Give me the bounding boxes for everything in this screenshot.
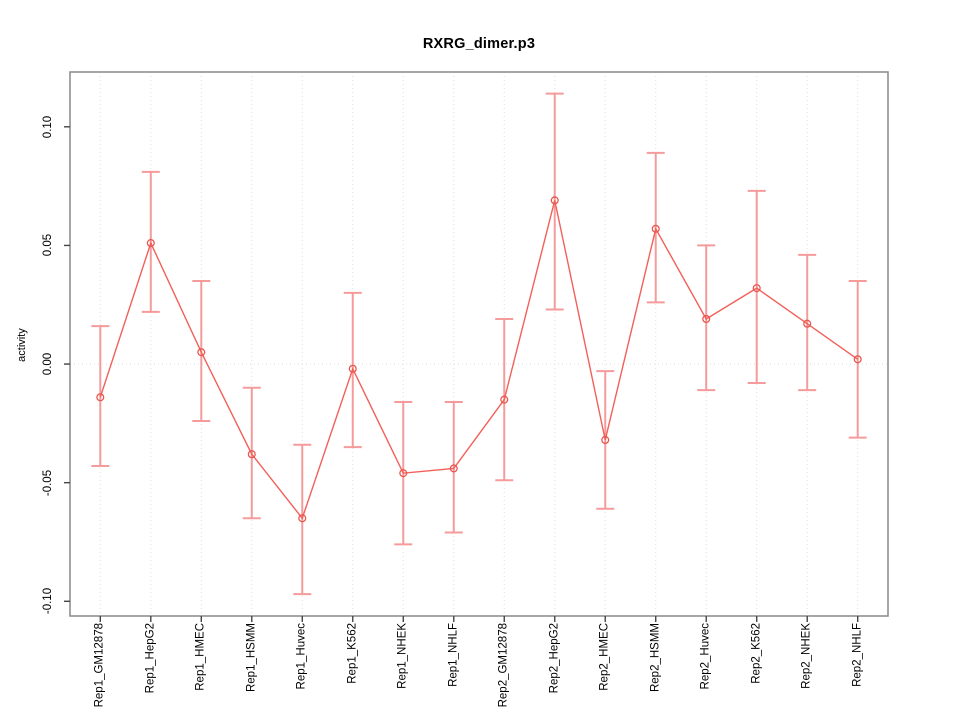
- x-tick-label: Rep1_HMEC: [194, 623, 207, 691]
- chart-title: RXRG_dimer.p3: [422, 36, 536, 52]
- data-point: [247, 450, 256, 459]
- x-tick-label: Rep2_K562: [750, 623, 763, 684]
- x-tick-label: Rep1_NHLF: [447, 623, 460, 687]
- data-point: [348, 364, 357, 373]
- x-tick-label: Rep1_GM12878: [93, 623, 106, 708]
- x-tick-label: Rep2_HMEC: [598, 623, 611, 691]
- x-tick-label: Rep1_NHEK: [396, 623, 409, 689]
- data-point: [601, 435, 610, 445]
- x-tick-label: Rep1_HepG2: [144, 623, 157, 694]
- data-point: [298, 514, 307, 523]
- data-point: [197, 348, 206, 357]
- y-tick-label: -0.05: [42, 469, 54, 496]
- data-point: [146, 239, 155, 248]
- y-tick-label: 0.05: [42, 234, 54, 257]
- x-tick-label: Rep2_NHEK: [800, 623, 813, 689]
- data-point: [651, 224, 660, 233]
- data-point: [702, 314, 711, 324]
- data-point: [550, 196, 559, 205]
- data-point: [853, 355, 862, 364]
- x-tick-label: Rep2_NHLF: [851, 623, 864, 687]
- x-tick-label: Rep2_Huvec: [699, 623, 712, 690]
- x-tick-label: Rep2_GM12878: [497, 623, 510, 708]
- plot-frame: [69, 71, 889, 617]
- data-point: [399, 469, 408, 478]
- x-tick-label: Rep2_HepG2: [548, 623, 561, 694]
- x-tick-label: Rep1_Huvec: [295, 623, 308, 690]
- x-tick-label: Rep2_HSMM: [649, 623, 662, 693]
- data-point: [96, 393, 105, 402]
- data-point: [500, 395, 509, 404]
- data-point: [449, 464, 458, 473]
- y-tick-label: 0.10: [42, 115, 54, 138]
- data-point: [803, 319, 812, 328]
- data-point: [752, 284, 761, 293]
- x-tick-label: Rep1_HSMM: [245, 623, 258, 693]
- y-tick-label: 0.00: [42, 352, 54, 376]
- y-tick-label: -0.10: [42, 588, 54, 615]
- series-line: [99, 200, 859, 520]
- x-tick-label: Rep1_K562: [346, 623, 359, 684]
